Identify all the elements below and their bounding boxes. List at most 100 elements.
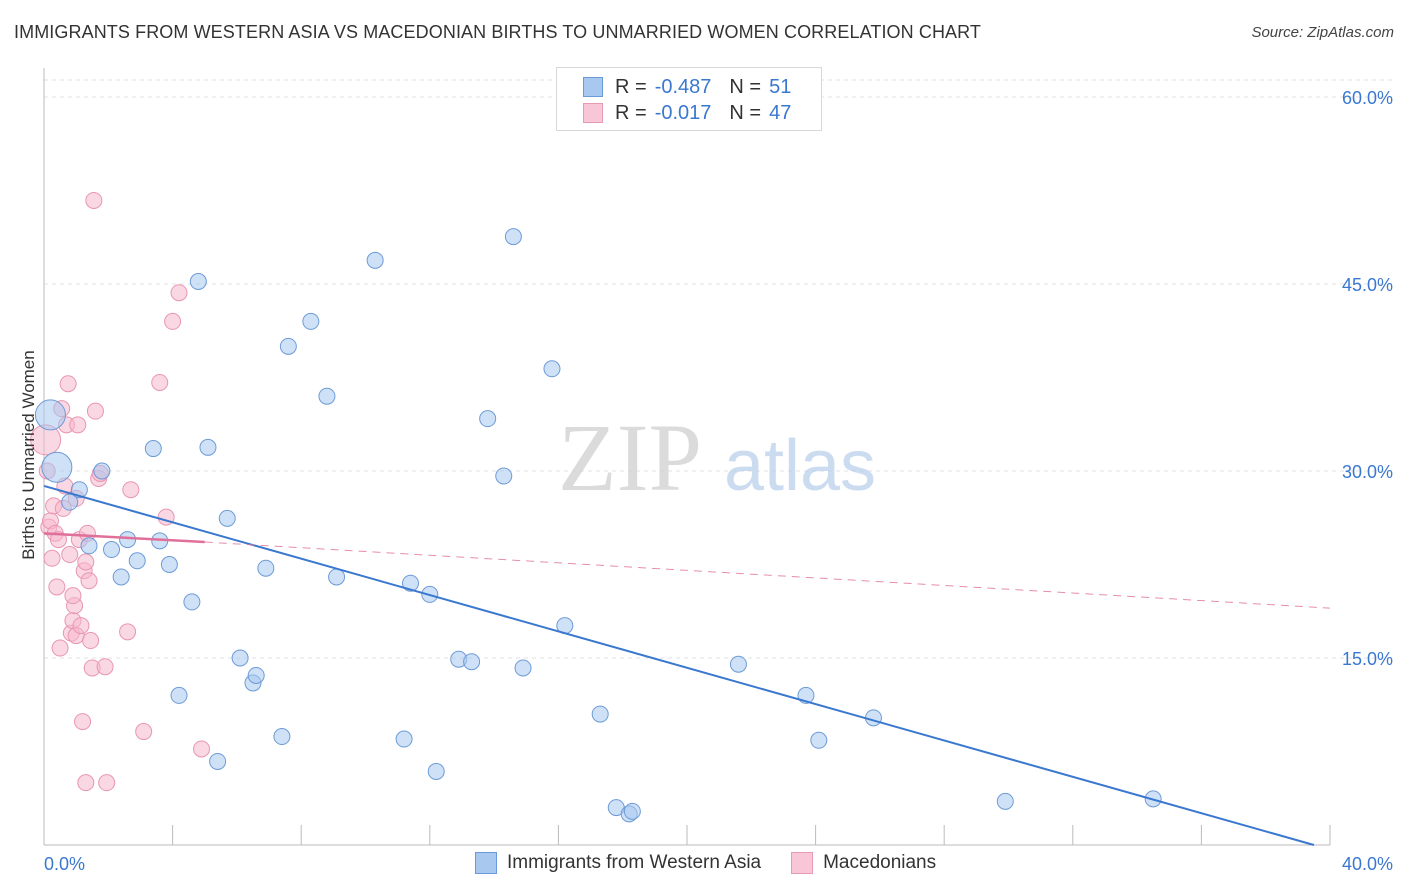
data-point-western-asia	[103, 541, 121, 559]
data-point-macedonians	[151, 373, 169, 391]
data-point-western-asia	[395, 730, 413, 748]
data-point-western-asia	[70, 481, 88, 499]
data-point-western-asia	[495, 467, 513, 485]
legend-item-macedonians[interactable]: Macedonians	[791, 852, 936, 874]
data-point-western-asia	[302, 312, 320, 330]
legend-row-western-asia: R = -0.487 N = 51	[583, 75, 791, 99]
data-point-western-asia	[119, 531, 137, 549]
series-western-asia-points	[34, 228, 1162, 823]
data-point-macedonians	[72, 617, 90, 635]
data-point-western-asia	[144, 440, 162, 458]
data-point-macedonians	[69, 416, 87, 434]
data-point-western-asia	[128, 552, 146, 570]
data-point-western-asia	[864, 709, 882, 727]
data-point-western-asia	[318, 387, 336, 405]
data-point-western-asia	[93, 462, 111, 480]
data-point-western-asia	[543, 360, 561, 378]
data-point-western-asia	[729, 655, 747, 673]
data-point-western-asia	[591, 705, 609, 723]
data-point-western-asia	[41, 451, 73, 483]
trend-line-western-asia	[43, 484, 1315, 846]
data-point-macedonians	[74, 713, 92, 731]
data-point-western-asia	[189, 273, 207, 291]
data-point-western-asia	[623, 802, 641, 820]
data-point-western-asia	[279, 337, 297, 355]
data-point-western-asia	[183, 593, 201, 611]
data-point-western-asia	[810, 731, 828, 749]
data-point-macedonians	[64, 587, 82, 605]
pink-swatch	[791, 852, 814, 874]
r-label: R =	[615, 101, 647, 124]
blue-swatch	[475, 852, 497, 874]
y-axis-label: Births to Unmarried Women	[19, 350, 38, 559]
data-point-western-asia	[273, 728, 291, 746]
data-point-macedonians	[77, 774, 95, 792]
data-point-macedonians	[82, 632, 100, 650]
data-point-macedonians	[119, 623, 137, 641]
data-point-western-asia	[170, 686, 188, 704]
series-legend: Immigrants from Western Asia Macedonians	[475, 852, 966, 874]
data-point-western-asia	[514, 659, 532, 677]
r-value: -0.487	[654, 75, 712, 98]
data-point-western-asia	[112, 568, 130, 586]
data-point-western-asia	[257, 559, 275, 577]
legend-label: Macedonians	[823, 852, 937, 873]
data-point-macedonians	[59, 375, 77, 393]
data-point-western-asia	[209, 752, 227, 770]
correlation-legend: R = -0.487 N = 51 R = -0.017 N = 47	[556, 67, 822, 131]
trend-lines	[43, 484, 1331, 846]
data-point-western-asia	[247, 666, 265, 684]
trend-extension-macedonians	[204, 541, 1331, 609]
data-point-macedonians	[122, 481, 140, 499]
pink-swatch	[583, 103, 603, 123]
data-point-macedonians	[85, 191, 103, 209]
n-label: N =	[729, 75, 762, 98]
data-point-macedonians	[170, 284, 188, 302]
data-point-western-asia	[34, 399, 66, 431]
data-point-western-asia	[463, 653, 481, 671]
chart-title: IMMIGRANTS FROM WESTERN ASIA VS MACEDONI…	[14, 22, 982, 42]
n-value: 51	[769, 75, 792, 98]
blue-swatch	[583, 77, 603, 97]
source-label: Source: ZipAtlas.com	[1251, 24, 1394, 41]
legend-row-macedonians: R = -0.017 N = 47	[583, 101, 791, 125]
data-point-macedonians	[80, 572, 98, 590]
r-value: -0.017	[654, 101, 712, 124]
data-point-macedonians	[98, 774, 116, 792]
y-tick-label: 45.0%	[1342, 275, 1393, 295]
grid-lines	[44, 79, 1395, 659]
legend-label: Immigrants from Western Asia	[507, 852, 762, 873]
data-point-western-asia	[427, 762, 445, 780]
data-point-macedonians	[164, 312, 182, 330]
y-tick-label: 30.0%	[1342, 462, 1393, 482]
r-label: R =	[615, 75, 647, 98]
data-point-macedonians	[48, 578, 66, 596]
data-point-macedonians	[61, 546, 79, 564]
data-point-macedonians	[193, 740, 211, 758]
data-point-western-asia	[160, 556, 178, 573]
data-point-western-asia	[231, 649, 249, 667]
data-point-macedonians	[51, 639, 69, 657]
data-point-macedonians	[86, 402, 104, 420]
axes	[43, 68, 1331, 846]
n-value: 47	[769, 101, 792, 124]
data-point-western-asia	[80, 537, 98, 555]
tick-labels: 15.0% 30.0% 45.0% 60.0% 0.0% 40.0%	[44, 88, 1393, 874]
data-point-western-asia	[996, 792, 1014, 810]
trend-line-macedonians	[43, 532, 205, 544]
watermark-atlas: atlas	[724, 426, 876, 506]
data-point-western-asia	[402, 574, 420, 592]
legend-item-western-asia[interactable]: Immigrants from Western Asia	[475, 852, 761, 874]
data-point-western-asia	[199, 438, 217, 456]
x-tick-label: 40.0%	[1342, 854, 1393, 874]
x-tick-label: 0.0%	[44, 854, 85, 874]
data-point-macedonians	[96, 658, 114, 676]
y-tick-label: 15.0%	[1342, 649, 1393, 669]
data-point-western-asia	[504, 228, 522, 246]
data-point-western-asia	[328, 568, 346, 586]
watermark: ZIP atlas	[558, 404, 876, 511]
watermark-zip: ZIP	[558, 404, 702, 511]
data-point-macedonians	[43, 549, 61, 567]
data-point-macedonians	[135, 723, 153, 741]
n-label: N =	[729, 101, 762, 124]
